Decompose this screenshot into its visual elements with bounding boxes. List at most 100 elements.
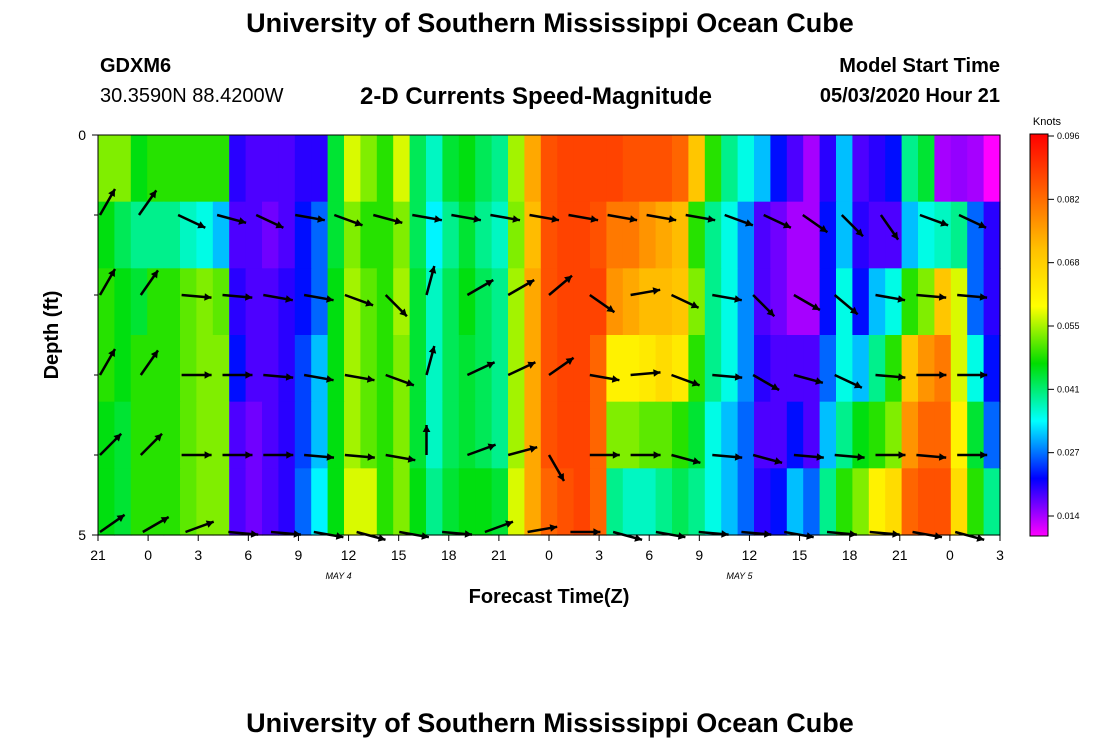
heatmap-cells [98,135,1001,536]
model-start-label: Model Start Time [839,55,1000,77]
heatmap-cell [524,335,542,403]
y-axis-label: Depth (ft) [41,291,63,380]
current-arrow-head [653,369,661,377]
heatmap-cell [557,335,575,403]
heatmap-cell [934,135,952,203]
heatmap-cell [704,201,722,269]
heatmap-cell [655,335,673,403]
current-arrow-head [428,346,437,354]
heatmap-cell [458,268,476,336]
heatmap-cell [983,201,1001,269]
current-arrow-head [485,280,494,287]
heatmap-cell [163,401,181,469]
heatmap-cell [245,468,263,536]
heatmap-cell [212,135,230,203]
x-tick-label: 9 [295,547,303,563]
heatmap-cell [606,468,624,536]
heatmap-cell [409,468,427,536]
heatmap-cell [655,468,673,536]
current-arrow-head [275,221,284,229]
heatmap-cell [245,335,263,403]
heatmap-cell [540,468,558,536]
heatmap-cell [393,468,411,536]
heatmap-cell [868,401,886,469]
heatmap-cell [163,268,181,336]
current-arrow-head [354,219,363,227]
heatmap-cell [229,135,247,203]
current-arrow-head [293,530,301,538]
current-arrow-head [473,215,481,223]
heatmap-cell [852,135,870,203]
heatmap-cell [196,468,214,536]
heatmap-cell [655,401,673,469]
x-tick-label: 0 [946,547,954,563]
heatmap-cell [426,268,443,336]
current-arrow-head [938,453,947,461]
current-arrow-head [898,373,906,381]
current-arrow-head [565,357,574,365]
current-speed-heatmap-chart: 21 0 3 6 9 12 15 18 21 0 3 6 9 12 15 18 21 0 3 05 MAY 4 MAY… [41,116,1080,608]
heatmap-cell [803,268,821,336]
current-arrow-head [197,221,206,229]
heatmap-cell [672,268,689,336]
current-arrow-head [421,532,429,540]
current-arrow-head [205,520,214,528]
colorbar: Knots 0.096 0.082 0.068 0.055 0.041 0.027 0.01… [1029,116,1080,537]
heatmap-cell [294,401,312,469]
heatmap-cell [245,201,263,269]
heatmap-cell [524,135,542,203]
heatmap-cell [212,201,230,269]
current-arrow-head [551,215,559,223]
current-arrow-head [764,530,772,538]
heatmap-cell [327,401,345,469]
current-arrow-head [939,371,947,379]
heatmap-cell [590,401,607,469]
current-arrow-head [549,524,558,532]
heatmap-cell [294,201,312,269]
heatmap-cell [229,201,247,269]
x-tick-label: 18 [441,547,457,563]
heatmap-cell [950,135,968,203]
heatmap-cell [672,401,689,469]
heatmap-cell [475,201,493,269]
heatmap-cell [950,335,968,403]
heatmap-cell [376,468,394,536]
current-arrow-head [721,530,729,538]
heatmap-cell [311,468,329,536]
colorbar-tick-label: 0.096 [1057,131,1080,141]
heatmap-cell [540,268,558,336]
heatmap-cell [983,268,1001,336]
heatmap-cell [114,401,132,469]
heatmap-cell [672,201,689,269]
heatmap-cell [442,335,460,403]
current-arrow-head [238,217,247,225]
heatmap-cell [655,135,673,203]
current-arrow-head [734,295,742,303]
current-arrow-head [394,217,403,225]
heatmap-cell [934,401,952,469]
heatmap-cell [294,468,312,536]
heatmap-cell [491,201,509,269]
heatmap-cell [672,335,689,403]
current-arrow-head [892,530,900,538]
heatmap-cell [721,268,739,336]
x-axis-ticks: 21 0 3 6 9 12 15 18 21 0 3 6 9 12 15 18 21 0 3 [90,535,1004,563]
current-arrow-head [505,520,513,528]
current-arrow-head [335,532,344,540]
current-arrow-head [285,373,294,381]
heatmap-cell [819,135,837,203]
heatmap-cell [770,401,788,469]
current-arrow-head [407,455,416,463]
heatmap-cell [130,268,148,336]
heatmap-cell [737,335,755,403]
heatmap-cell [442,201,460,269]
heatmap-cell [770,268,788,336]
heatmap-cell [721,201,739,269]
heatmap-cell [311,135,329,203]
current-arrow-head [108,189,115,197]
heatmap-cell [245,135,263,203]
heatmap-cell [704,401,722,469]
heatmap-cell [901,268,919,336]
heatmap-cell [786,401,804,469]
heatmap-cell [262,468,279,536]
